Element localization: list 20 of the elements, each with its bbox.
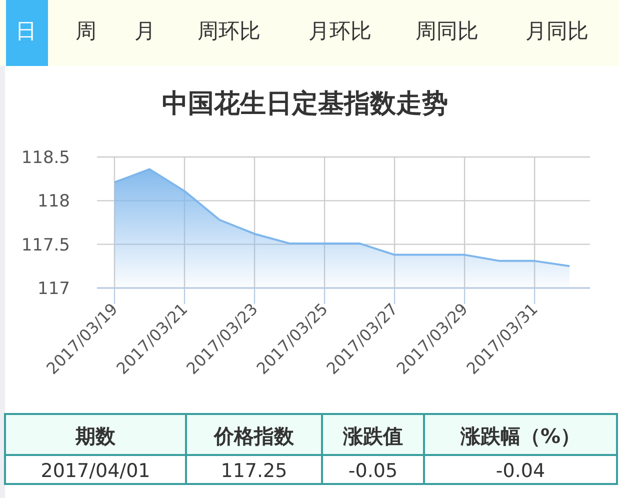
text: 涨跌幅（%）: [459, 424, 581, 448]
text: 周环比: [198, 19, 260, 43]
text: 涨跌值: [342, 424, 403, 448]
y-tick-label: 117.5: [21, 235, 70, 256]
text: 周同比: [416, 19, 478, 43]
text: 价格指数: [213, 424, 295, 448]
y-tick-label: 118: [38, 192, 70, 212]
y-tick-label: 117: [38, 279, 70, 299]
text: 117.25: [220, 460, 288, 482]
text: 2017/04/01: [40, 460, 150, 482]
text: 月同比: [526, 19, 588, 43]
text: -0.04: [496, 460, 546, 482]
text: -0.05: [348, 460, 398, 482]
text: 期数: [74, 424, 116, 448]
chart-title: 中国花生日定基指数走势: [162, 89, 448, 119]
text: 月环比: [308, 19, 372, 43]
y-tick-label: 118.5: [21, 148, 70, 168]
text: 周: [76, 19, 96, 43]
text: 日: [16, 19, 36, 43]
text: 月: [134, 19, 156, 43]
